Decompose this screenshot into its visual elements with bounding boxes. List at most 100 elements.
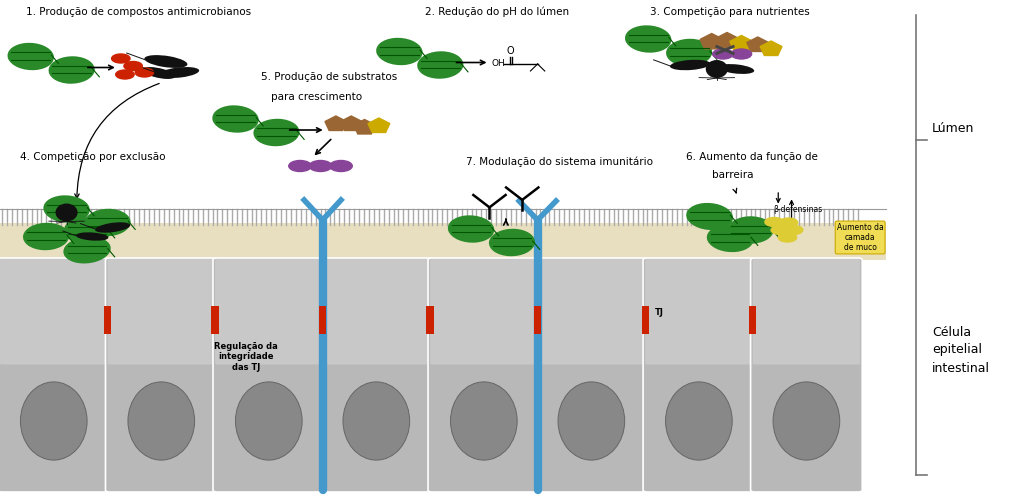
Bar bbox=[211, 306, 219, 334]
Ellipse shape bbox=[707, 225, 754, 252]
Circle shape bbox=[771, 226, 790, 234]
Circle shape bbox=[112, 54, 130, 63]
FancyBboxPatch shape bbox=[321, 258, 432, 492]
FancyBboxPatch shape bbox=[0, 259, 108, 364]
Ellipse shape bbox=[55, 204, 78, 222]
Ellipse shape bbox=[76, 232, 109, 240]
Text: 1. Produção de compostos antimicrobianos: 1. Produção de compostos antimicrobianos bbox=[26, 7, 251, 17]
Ellipse shape bbox=[7, 43, 54, 70]
Text: OH: OH bbox=[492, 59, 505, 68]
Polygon shape bbox=[340, 116, 362, 130]
Circle shape bbox=[784, 226, 803, 234]
Ellipse shape bbox=[447, 216, 495, 242]
Ellipse shape bbox=[343, 382, 410, 460]
Text: O: O bbox=[506, 46, 514, 56]
Ellipse shape bbox=[212, 106, 259, 132]
Polygon shape bbox=[746, 37, 769, 52]
FancyBboxPatch shape bbox=[536, 258, 647, 492]
FancyBboxPatch shape bbox=[108, 259, 215, 364]
Circle shape bbox=[731, 49, 752, 59]
Ellipse shape bbox=[417, 52, 464, 78]
Ellipse shape bbox=[666, 39, 713, 66]
FancyBboxPatch shape bbox=[645, 259, 753, 364]
Text: TJ: TJ bbox=[655, 308, 665, 317]
Ellipse shape bbox=[625, 26, 672, 52]
FancyBboxPatch shape bbox=[105, 258, 217, 492]
Circle shape bbox=[116, 70, 134, 79]
FancyBboxPatch shape bbox=[538, 259, 645, 364]
Circle shape bbox=[289, 160, 311, 172]
Text: barreira: barreira bbox=[712, 170, 754, 179]
FancyBboxPatch shape bbox=[428, 258, 540, 492]
Bar bbox=[750, 306, 756, 334]
Polygon shape bbox=[353, 120, 376, 134]
Text: Célula
epitelial
intestinal: Célula epitelial intestinal bbox=[932, 326, 990, 374]
Circle shape bbox=[713, 49, 733, 59]
Polygon shape bbox=[368, 118, 390, 132]
Bar bbox=[641, 306, 649, 334]
Ellipse shape bbox=[95, 222, 130, 232]
Polygon shape bbox=[0, 222, 886, 260]
Text: β-defensinas: β-defensinas bbox=[773, 206, 822, 214]
Polygon shape bbox=[760, 41, 782, 56]
Circle shape bbox=[779, 218, 798, 227]
Text: 3. Competição para nutrientes: 3. Competição para nutrientes bbox=[650, 7, 810, 17]
Text: 5. Produção de substratos: 5. Produção de substratos bbox=[261, 72, 397, 82]
Ellipse shape bbox=[236, 382, 302, 460]
Ellipse shape bbox=[727, 216, 774, 244]
Bar bbox=[426, 306, 434, 334]
FancyArrowPatch shape bbox=[75, 84, 159, 198]
FancyBboxPatch shape bbox=[0, 258, 110, 492]
FancyBboxPatch shape bbox=[751, 258, 862, 492]
Ellipse shape bbox=[253, 119, 300, 146]
Polygon shape bbox=[700, 34, 723, 49]
FancyBboxPatch shape bbox=[430, 259, 538, 364]
Circle shape bbox=[135, 68, 154, 77]
Polygon shape bbox=[325, 116, 347, 130]
Ellipse shape bbox=[666, 382, 732, 460]
Ellipse shape bbox=[48, 56, 95, 84]
Ellipse shape bbox=[142, 67, 175, 79]
Bar bbox=[104, 306, 111, 334]
FancyBboxPatch shape bbox=[215, 259, 323, 364]
Ellipse shape bbox=[773, 382, 840, 460]
Circle shape bbox=[765, 218, 783, 226]
Text: Regulação da
integridade
das TJ: Regulação da integridade das TJ bbox=[214, 342, 278, 372]
FancyBboxPatch shape bbox=[643, 258, 755, 492]
Ellipse shape bbox=[451, 382, 517, 460]
Ellipse shape bbox=[23, 223, 70, 250]
Text: 7. Modulação do sistema imunitário: 7. Modulação do sistema imunitário bbox=[466, 156, 653, 167]
Text: para crescimento: para crescimento bbox=[271, 92, 362, 102]
Text: 2. Redução do pH do lúmen: 2. Redução do pH do lúmen bbox=[425, 6, 569, 17]
Ellipse shape bbox=[558, 382, 625, 460]
Ellipse shape bbox=[160, 67, 199, 78]
Bar bbox=[535, 306, 542, 334]
Polygon shape bbox=[716, 32, 738, 48]
FancyBboxPatch shape bbox=[753, 259, 860, 364]
Text: 4. Competição por exclusão: 4. Competição por exclusão bbox=[20, 152, 166, 162]
Circle shape bbox=[309, 160, 332, 172]
Circle shape bbox=[330, 160, 352, 172]
Ellipse shape bbox=[686, 203, 733, 230]
FancyBboxPatch shape bbox=[213, 258, 325, 492]
Circle shape bbox=[124, 62, 142, 70]
Ellipse shape bbox=[670, 60, 711, 70]
Ellipse shape bbox=[488, 229, 536, 256]
Bar bbox=[319, 306, 326, 334]
Ellipse shape bbox=[63, 218, 111, 244]
Ellipse shape bbox=[376, 38, 423, 65]
Circle shape bbox=[778, 233, 797, 242]
Text: Lúmen: Lúmen bbox=[932, 122, 974, 135]
FancyBboxPatch shape bbox=[323, 259, 430, 364]
Text: 6. Aumento da função de: 6. Aumento da função de bbox=[686, 152, 818, 162]
Ellipse shape bbox=[20, 382, 87, 460]
Ellipse shape bbox=[718, 64, 755, 74]
Ellipse shape bbox=[144, 55, 187, 68]
Text: Aumento da
camada
de muco: Aumento da camada de muco bbox=[837, 222, 884, 252]
Ellipse shape bbox=[706, 60, 728, 78]
Ellipse shape bbox=[43, 196, 90, 222]
Ellipse shape bbox=[63, 236, 111, 264]
Ellipse shape bbox=[128, 382, 195, 460]
Ellipse shape bbox=[84, 209, 131, 236]
Polygon shape bbox=[730, 36, 753, 51]
